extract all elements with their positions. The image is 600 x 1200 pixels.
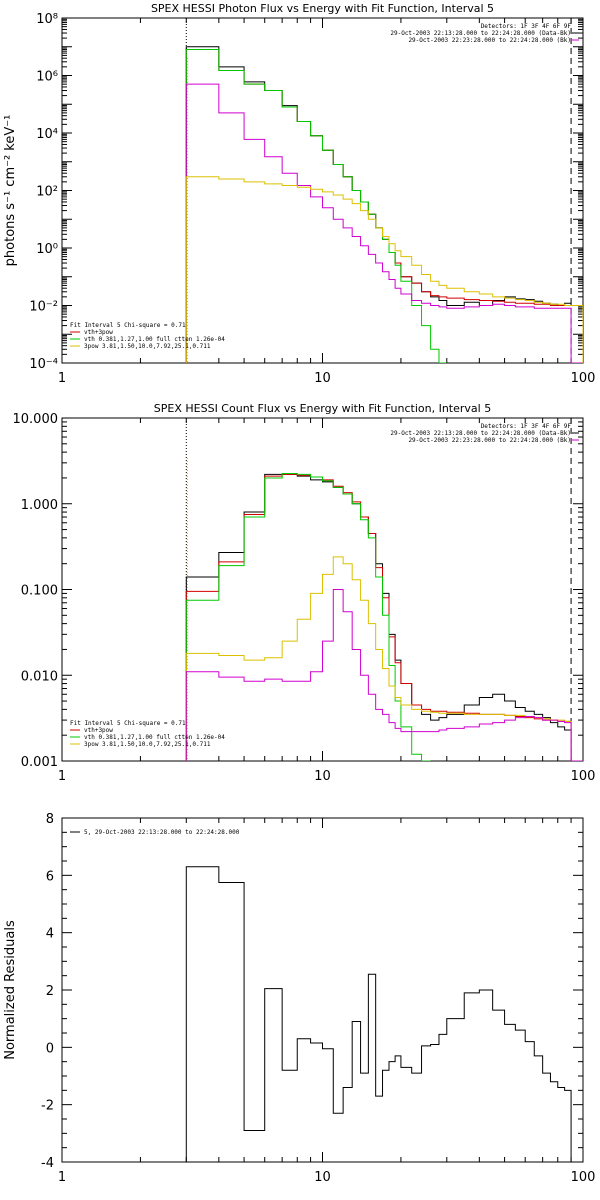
legend-left-entry: 3pow 3.81,1.50,10.0,7.92,25.1,0.711 — [84, 741, 211, 748]
series-magenta-histogram — [185, 83, 583, 363]
legend-left-entry: Fit Interval 5 Chi-square = 0.71 — [70, 322, 186, 329]
legend-right-entry: Detectors: 1F 3F 4F 6F 9F — [481, 23, 572, 30]
y-tick-label: 1.000 — [21, 498, 58, 513]
series-group — [185, 473, 583, 761]
series-black-histogram — [185, 46, 583, 363]
series-red-histogram — [185, 49, 583, 363]
plot-frame — [61, 817, 584, 1163]
y-axis-label: Normalized Residuals — [3, 920, 18, 1060]
y-tick-label: 10⁻² — [29, 300, 58, 315]
y-tick-label: -2 — [41, 1099, 54, 1114]
series-yellow-histogram — [185, 176, 583, 363]
x-tick-label: 10 — [314, 1170, 331, 1185]
x-tick-label: 100 — [571, 1170, 596, 1185]
y-tick-label: 0.001 — [21, 755, 58, 770]
y-tick-label: 0.010 — [21, 669, 58, 684]
series-yellow-histogram — [185, 556, 583, 761]
y-tick-label: 10⁰ — [36, 242, 58, 257]
y-tick-label: 0 — [46, 1041, 54, 1056]
y-axis-label: photons s⁻¹ cm⁻² keV⁻¹ — [3, 115, 18, 267]
series-green-histogram — [185, 473, 431, 761]
y-tick-label: 10⁸ — [36, 12, 58, 27]
legend-right-entry: 29-Oct-2003 22:13:28.000 to 22:24:28.000… — [390, 430, 571, 437]
y-tick-label: -4 — [41, 1156, 54, 1171]
y-tick-label: 10.000 — [13, 412, 59, 427]
legend-right-entry: 29-Oct-2003 22:23:28.000 to 22:24:28.000… — [408, 37, 571, 44]
series-green-histogram — [185, 49, 447, 363]
series-group — [185, 46, 583, 363]
legend-left-entry: vth+3pow — [84, 727, 113, 734]
legend-left-entry: 5, 29-Oct-2003 22:13:28.000 to 22:24:28.… — [84, 829, 240, 836]
y-tick-label: 10⁻⁴ — [29, 357, 58, 372]
x-tick-label: 100 — [571, 769, 596, 784]
legend-left-entry: 3pow 3.81,1.50,10.0,7.92,25.1,0.711 — [84, 343, 211, 350]
legend-left-entry: vth 0.381,1.27,1.00 full ctten 1.26e-04 — [84, 336, 225, 343]
panel-3: 1 10 100 -4 -2 0 2 4 6 8 Normalized Residuals 5, 29… — [3, 812, 595, 1185]
y-tick-label: 8 — [46, 812, 54, 827]
y-tick-label: 4 — [46, 927, 54, 942]
series-magenta-histogram — [185, 589, 583, 761]
x-tick-label: 1 — [58, 1170, 66, 1185]
y-tick-label: 2 — [46, 984, 54, 999]
legend-right-entry: 29-Oct-2003 22:23:28.000 to 22:24:28.000… — [408, 437, 571, 444]
x-tick-label: 1 — [58, 371, 66, 386]
x-tick-label: 1 — [58, 769, 66, 784]
y-tick-label: 10² — [36, 185, 58, 200]
chart-title: SPEX HESSI Count Flux vs Energy with Fit… — [154, 402, 491, 415]
chart-title: SPEX HESSI Photon Flux vs Energy with Fi… — [151, 2, 494, 15]
x-tick-label: 10 — [314, 371, 331, 386]
y-tick-label: 0.100 — [21, 584, 58, 599]
legend-right-entry: Detectors: 1F 3F 4F 6F 9F — [481, 423, 572, 430]
y-tick-label: 6 — [46, 869, 54, 884]
legend-left-entry: Fit Interval 5 Chi-square = 0.71 — [70, 720, 186, 727]
legend-left-entry: vth 0.381,1.27,1.00 full ctten 1.26e-04 — [84, 734, 225, 741]
y-tick-label: 10⁶ — [36, 70, 58, 85]
legend-right-entry: 29-Oct-2003 22:13:28.000 to 22:24:28.000… — [390, 30, 571, 37]
y-tick-label: 10⁴ — [36, 127, 58, 142]
x-tick-label: 10 — [314, 769, 331, 784]
series-black-histogram — [185, 866, 572, 1162]
series-group — [185, 866, 572, 1162]
legend-left-entry: vth+3pow — [84, 329, 113, 336]
panel-2: SPEX HESSI Count Flux vs Energy with Fit… — [13, 402, 596, 784]
panel-1: SPEX HESSI Photon Flux vs Energy with Fi… — [3, 2, 595, 386]
x-tick-label: 100 — [571, 371, 596, 386]
